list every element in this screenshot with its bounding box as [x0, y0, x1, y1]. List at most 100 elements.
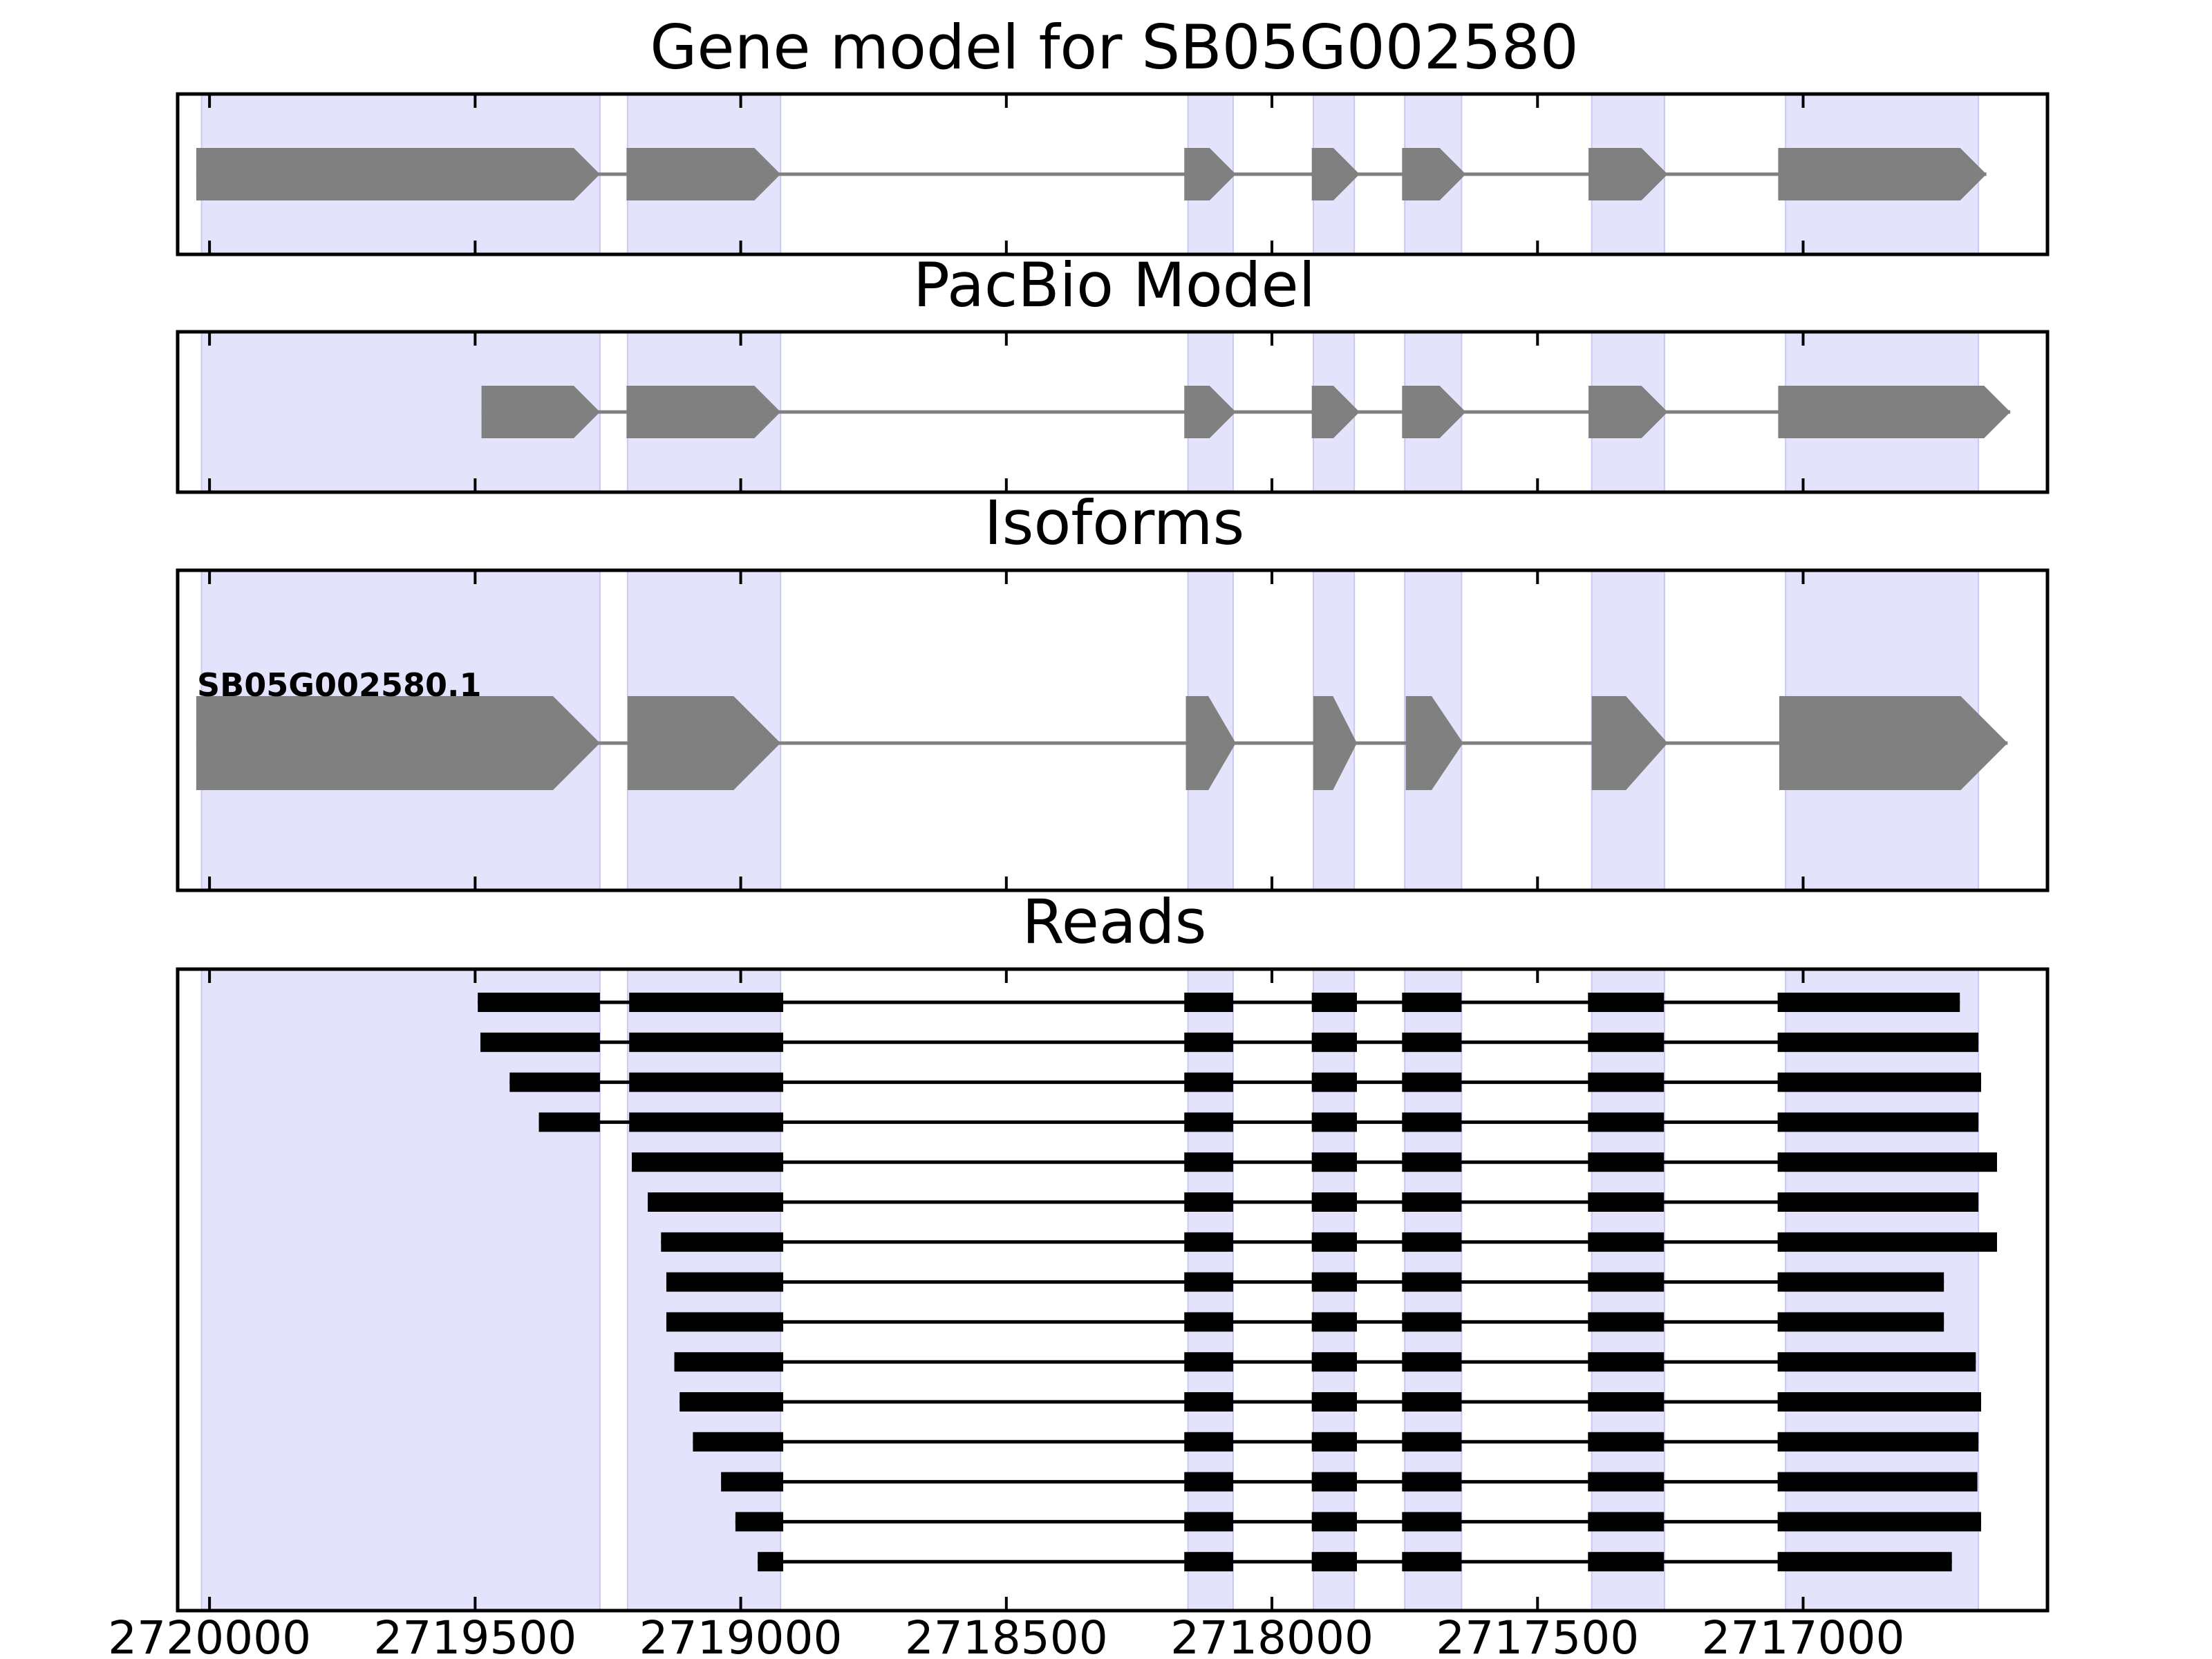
pacbio-model-panel-title: PacBio Model	[913, 250, 1315, 321]
read-segment	[1184, 1392, 1233, 1412]
exon-block	[626, 148, 781, 200]
read-segment	[509, 1072, 600, 1092]
x-axis-tick-labels: 2720000 2719500 2719000 2718500 2718000 27175…	[108, 1611, 1904, 1659]
read-segment	[478, 993, 600, 1012]
reads-tick-layer	[208, 969, 1805, 1611]
isoforms-panel-title: Isoforms	[984, 487, 1245, 559]
read-segment	[1588, 1032, 1665, 1052]
read-segment	[629, 1032, 784, 1052]
pacbio-model-feature-layer	[481, 386, 2011, 438]
read-segment	[1311, 1152, 1357, 1172]
read-segment	[1588, 1312, 1665, 1332]
exon-block	[1402, 386, 1466, 438]
read-row	[478, 993, 1960, 1012]
read-segment	[1588, 1432, 1665, 1452]
read-segment	[1402, 1352, 1462, 1372]
isoforms-tick-layer	[208, 570, 1805, 890]
read-row	[666, 1312, 1944, 1332]
read-segment	[1402, 1232, 1462, 1252]
exon-block	[481, 386, 600, 438]
read-segment	[629, 993, 784, 1012]
read-row	[674, 1352, 1976, 1372]
exon-block	[1779, 696, 2008, 790]
read-row	[632, 1152, 1997, 1172]
read-segment	[1777, 1352, 1976, 1372]
read-row	[758, 1552, 1952, 1572]
x-tick-label: 2717000	[1702, 1611, 1905, 1659]
read-segment	[538, 1112, 600, 1132]
read-segment	[721, 1472, 784, 1492]
exon-block	[1313, 696, 1357, 790]
read-segment	[1184, 1232, 1233, 1252]
gene-model-panel-frame	[176, 92, 2050, 256]
read-row	[735, 1512, 1981, 1532]
exon-block	[1311, 386, 1360, 438]
read-segment	[1311, 1272, 1357, 1292]
read-segment	[661, 1232, 784, 1252]
read-segment	[1311, 1312, 1357, 1332]
exon-block	[626, 386, 781, 438]
read-segment	[758, 1552, 784, 1572]
reads-layer	[478, 993, 1997, 1572]
read-segment	[1402, 1032, 1462, 1052]
read-segment	[1402, 993, 1462, 1012]
read-segment	[1311, 1112, 1357, 1132]
x-tick-label: 2718500	[905, 1611, 1108, 1659]
exon-block	[1778, 386, 2011, 438]
read-segment	[1184, 1432, 1233, 1452]
read-row	[666, 1272, 1944, 1292]
gene-model-feature-layer	[196, 148, 1987, 200]
x-tick-label: 2717500	[1436, 1611, 1639, 1659]
read-segment	[1311, 993, 1357, 1012]
read-segment	[1588, 1392, 1665, 1412]
reads-panel-frame	[176, 967, 2050, 1613]
read-segment	[1588, 1472, 1665, 1492]
read-segment	[629, 1072, 784, 1092]
x-tick-label: 2719000	[639, 1611, 843, 1659]
read-segment	[1184, 1272, 1233, 1292]
reads-panel-title: Reads	[1022, 886, 1207, 957]
read-segment	[1402, 1192, 1462, 1212]
gene-model-panel-title: Gene model for SB05G002580	[650, 12, 1579, 83]
read-segment	[1588, 1112, 1665, 1132]
read-segment	[1777, 1232, 1997, 1252]
read-segment	[1311, 1032, 1357, 1052]
read-segment	[1311, 1432, 1357, 1452]
read-segment	[1588, 1512, 1665, 1532]
read-segment	[1777, 1112, 1979, 1132]
read-segment	[1777, 993, 1960, 1012]
read-segment	[1184, 1352, 1233, 1372]
read-segment	[1402, 1272, 1462, 1292]
read-segment	[1777, 1072, 1981, 1092]
read-segment	[1588, 1152, 1665, 1172]
read-segment	[1184, 1112, 1233, 1132]
read-segment	[1588, 993, 1665, 1012]
exon-block	[1591, 696, 1668, 790]
read-segment	[1311, 1552, 1357, 1572]
read-segment	[1184, 1472, 1233, 1492]
read-segment	[1777, 1512, 1981, 1532]
read-segment	[1777, 1312, 1944, 1332]
exon-block	[1185, 696, 1236, 790]
read-row	[509, 1072, 1981, 1092]
read-row	[679, 1392, 1981, 1412]
exon-block	[627, 696, 781, 790]
read-segment	[1777, 1152, 1997, 1172]
read-row	[480, 1032, 1979, 1052]
read-segment	[1402, 1432, 1462, 1452]
read-segment	[666, 1312, 784, 1332]
read-segment	[1311, 1072, 1357, 1092]
read-segment	[1184, 1072, 1233, 1092]
x-tick-label: 2720000	[108, 1611, 311, 1659]
read-segment	[1184, 1032, 1233, 1052]
read-segment	[1402, 1072, 1462, 1092]
read-segment	[735, 1512, 784, 1532]
x-tick-label: 2719500	[373, 1611, 577, 1659]
read-segment	[1311, 1472, 1357, 1492]
read-segment	[1777, 1192, 1979, 1212]
read-segment	[1184, 1552, 1233, 1572]
read-segment	[1402, 1552, 1462, 1572]
read-segment	[1588, 1072, 1665, 1092]
read-segment	[1588, 1552, 1665, 1572]
exon-block	[1405, 696, 1463, 790]
